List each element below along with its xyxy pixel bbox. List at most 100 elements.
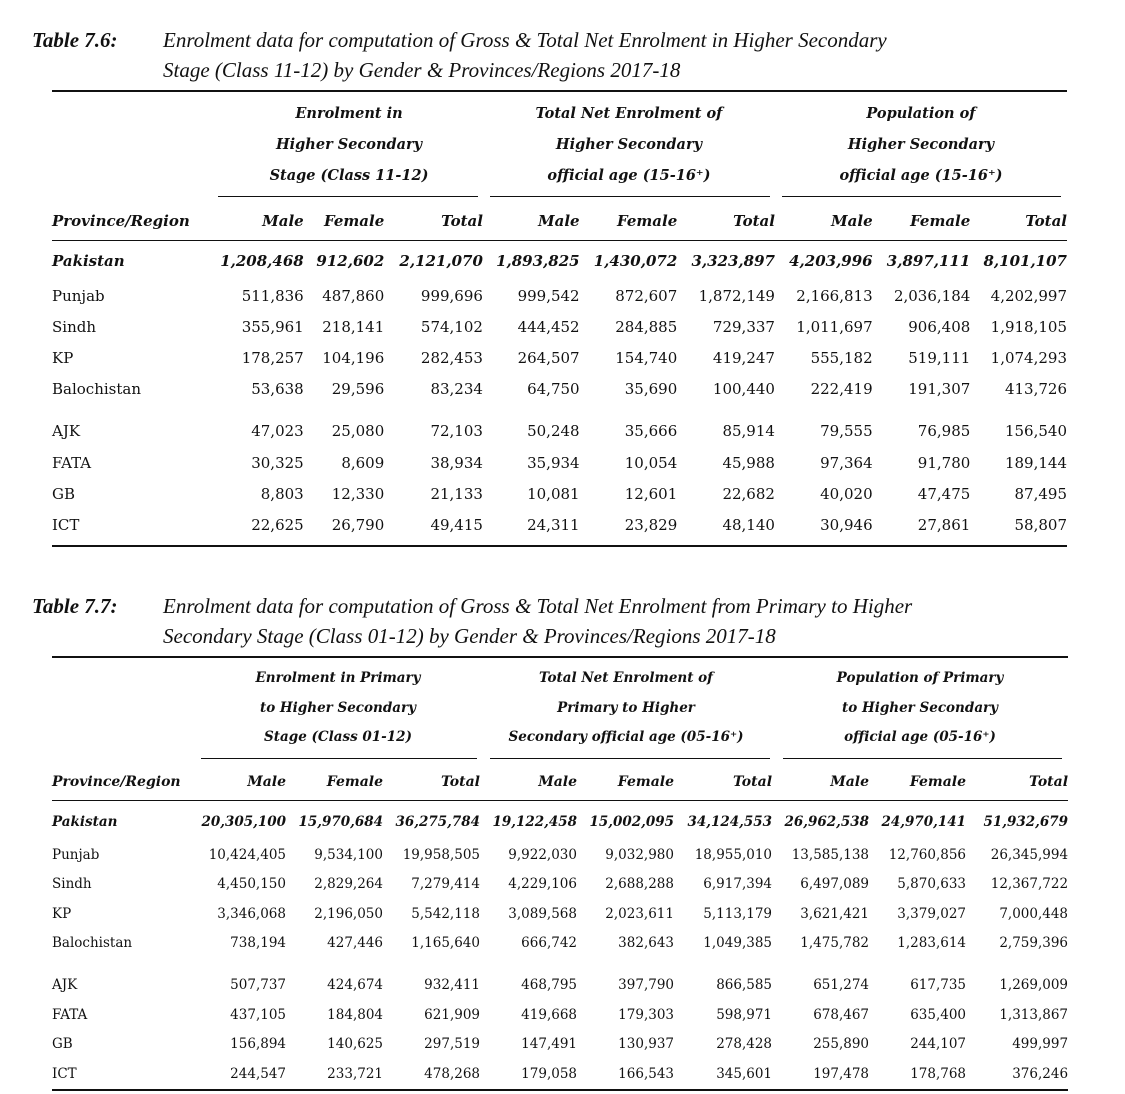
table-cell: 10,054 bbox=[624, 453, 678, 472]
table-cell: 872,607 bbox=[615, 286, 678, 305]
table-cell: 282,453 bbox=[420, 348, 483, 367]
column-header: Total bbox=[1029, 774, 1069, 790]
column-header: Male bbox=[262, 211, 304, 230]
column-header: Female bbox=[910, 211, 971, 230]
group-header-line: Total Net Enrolment of bbox=[539, 670, 713, 686]
table-cell: 2,829,264 bbox=[314, 876, 383, 893]
row-label: Punjab bbox=[52, 846, 100, 863]
column-header: Total bbox=[1025, 211, 1067, 230]
table-cell: 140,625 bbox=[327, 1036, 383, 1053]
table-cell: 8,803 bbox=[260, 484, 304, 503]
column-header: Province/Region bbox=[52, 774, 181, 790]
table-cell: 25,080 bbox=[331, 422, 385, 440]
table-cell: 1,269,009 bbox=[999, 977, 1069, 993]
table-cell: 1,283,614 bbox=[897, 935, 967, 952]
table-row: Balochistan 738,194 427,446 1,165,640 666,74… bbox=[52, 929, 1068, 959]
header-rule bbox=[52, 240, 1067, 241]
row-label: Balochistan bbox=[52, 935, 133, 952]
table-cell: 511,836 bbox=[241, 286, 304, 305]
table-cell: 29,596 bbox=[331, 379, 385, 398]
column-header-row: Province/Region Male Female Total Male F… bbox=[52, 760, 1068, 804]
table-title-line-2: Stage (Class 11-12) by Gender & Province… bbox=[163, 58, 681, 82]
table-cell: 24,311 bbox=[527, 515, 580, 534]
table-cell: 45,988 bbox=[722, 453, 775, 472]
table-cell: 30,325 bbox=[251, 453, 304, 472]
table-cell: 130,937 bbox=[618, 1036, 674, 1053]
table-cell: 651,274 bbox=[813, 977, 870, 993]
column-header: Female bbox=[617, 774, 674, 790]
table-row: KP 178,257 104,196 282,453 264,507 154,740 419… bbox=[52, 342, 1067, 373]
table-cell: 621,909 bbox=[424, 1006, 480, 1023]
table-cell: 437,105 bbox=[230, 1006, 286, 1023]
table-cell: 1,475,782 bbox=[800, 935, 870, 952]
table-row: ICT 22,625 26,790 49,415 24,311 23,829 48,140 3… bbox=[52, 509, 1067, 540]
table-cell: 2,036,184 bbox=[893, 286, 971, 305]
table-cell: 1,430,072 bbox=[593, 252, 678, 270]
table-cell: 83,234 bbox=[430, 379, 483, 398]
group-header-line: official age (05-16⁺) bbox=[844, 729, 996, 745]
table-cell: 19,958,505 bbox=[402, 846, 480, 863]
top-rule bbox=[52, 656, 1068, 658]
table-cell: 5,113,179 bbox=[703, 905, 773, 922]
group-header-line: Stage (Class 01-12) bbox=[264, 729, 412, 745]
table-cell: 72,103 bbox=[430, 422, 483, 440]
table-row: Punjab 10,424,405 9,534,100 19,958,505 9,922… bbox=[52, 840, 1068, 870]
table-cell: 4,202,997 bbox=[990, 286, 1067, 305]
table-cell: 932,411 bbox=[424, 977, 480, 993]
table-cell: 100,440 bbox=[712, 379, 775, 398]
table-cell: 35,690 bbox=[624, 379, 678, 398]
table-cell: 507,737 bbox=[230, 977, 286, 993]
row-label: Sindh bbox=[52, 317, 96, 336]
group-header-population: Population of Primary to Higher Secondar… bbox=[772, 664, 1068, 760]
table-cell: 147,491 bbox=[521, 1036, 577, 1053]
table-cell: 156,894 bbox=[230, 1036, 286, 1053]
table-cell: 574,102 bbox=[420, 317, 483, 336]
table-cell: 12,330 bbox=[331, 484, 385, 503]
table-cell: 1,074,293 bbox=[990, 348, 1067, 367]
table-cell: 179,058 bbox=[521, 1065, 577, 1082]
table-cell: 999,696 bbox=[420, 286, 483, 305]
table-cell: 1,208,468 bbox=[220, 252, 304, 270]
group-header-line: Population of bbox=[866, 105, 976, 122]
table-cell: 97,364 bbox=[820, 453, 873, 472]
table-row: Sindh 4,450,150 2,829,264 7,279,414 4,229,10… bbox=[52, 870, 1068, 900]
column-header: Total bbox=[440, 774, 480, 790]
table-cell: 48,140 bbox=[722, 515, 775, 534]
table-cell: 197,478 bbox=[813, 1065, 870, 1082]
table-cell: 178,768 bbox=[910, 1065, 967, 1082]
table-cell: 24,970,141 bbox=[881, 814, 967, 830]
row-label: ICT bbox=[52, 1065, 77, 1082]
table-cell: 1,011,697 bbox=[796, 317, 873, 336]
table-cell: 297,519 bbox=[424, 1036, 480, 1053]
table-row: AJK 507,737 424,674 932,411 468,795 397,790 86… bbox=[52, 958, 1068, 1000]
column-header: Total bbox=[733, 211, 775, 230]
row-label: FATA bbox=[52, 453, 92, 472]
table-caption: Table 7.6: Enrolment data for computatio… bbox=[0, 28, 1125, 90]
table-cell: 519,111 bbox=[908, 348, 971, 367]
table-cell: 27,861 bbox=[917, 515, 971, 534]
group-header-line: Higher Secondary bbox=[847, 136, 995, 153]
table-cell: 91,780 bbox=[917, 453, 971, 472]
table-cell: 635,400 bbox=[910, 1006, 967, 1023]
table-cell: 3,379,027 bbox=[897, 905, 967, 922]
table-row: ICT 244,547 233,721 478,268 179,058 166,543 34… bbox=[52, 1059, 1068, 1089]
table-cell: 355,961 bbox=[241, 317, 304, 336]
table-cell: 76,985 bbox=[917, 422, 971, 440]
table-cell: 444,452 bbox=[517, 317, 580, 336]
table-cell: 179,303 bbox=[618, 1006, 674, 1023]
group-header-line: Higher Secondary bbox=[275, 136, 423, 153]
table-row: FATA 437,105 184,804 621,909 419,668 179,303 5… bbox=[52, 1000, 1068, 1030]
table-cell: 51,932,679 bbox=[983, 814, 1069, 830]
row-label: KP bbox=[52, 905, 72, 922]
row-label: Pakistan bbox=[52, 252, 125, 270]
column-header: Total bbox=[441, 211, 483, 230]
group-header-line: Enrolment in bbox=[295, 105, 403, 122]
table-cell: 85,914 bbox=[722, 422, 775, 440]
table-title-line-1: Enrolment data for computation of Gross … bbox=[163, 28, 887, 52]
column-header: Female bbox=[324, 211, 385, 230]
table-cell: 22,625 bbox=[251, 515, 304, 534]
table-cell: 12,367,722 bbox=[990, 876, 1069, 893]
table-cell: 189,144 bbox=[1004, 453, 1067, 472]
group-header-line: to Higher Secondary bbox=[259, 699, 416, 716]
table-cell: 2,166,813 bbox=[796, 286, 873, 305]
